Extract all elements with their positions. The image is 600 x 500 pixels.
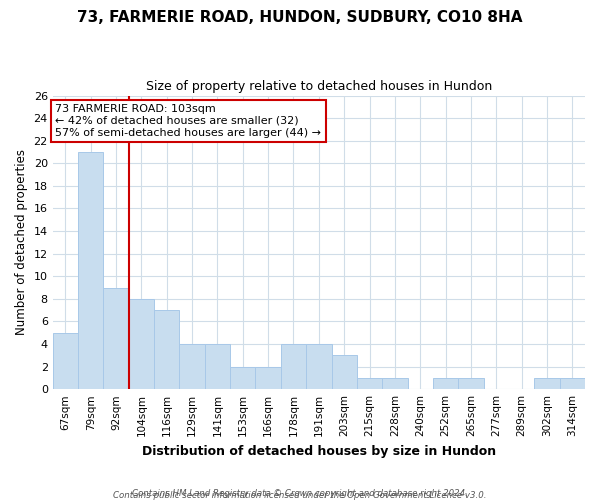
Text: 73, FARMERIE ROAD, HUNDON, SUDBURY, CO10 8HA: 73, FARMERIE ROAD, HUNDON, SUDBURY, CO10… — [77, 10, 523, 25]
Bar — [179, 344, 205, 389]
Bar — [53, 332, 78, 389]
Title: Size of property relative to detached houses in Hundon: Size of property relative to detached ho… — [146, 80, 492, 93]
Bar — [357, 378, 382, 389]
Bar — [433, 378, 458, 389]
Bar — [382, 378, 407, 389]
Bar — [332, 356, 357, 389]
Bar — [78, 152, 103, 389]
Bar — [256, 366, 281, 389]
Bar — [230, 366, 256, 389]
X-axis label: Distribution of detached houses by size in Hundon: Distribution of detached houses by size … — [142, 444, 496, 458]
Bar — [103, 288, 129, 389]
Y-axis label: Number of detached properties: Number of detached properties — [15, 150, 28, 336]
Bar — [458, 378, 484, 389]
Bar — [560, 378, 585, 389]
Text: 73 FARMERIE ROAD: 103sqm
← 42% of detached houses are smaller (32)
57% of semi-d: 73 FARMERIE ROAD: 103sqm ← 42% of detach… — [55, 104, 322, 138]
Text: Contains public sector information licensed under the Open Government Licence v3: Contains public sector information licen… — [113, 491, 487, 500]
Bar — [205, 344, 230, 389]
Bar — [129, 299, 154, 389]
Bar — [306, 344, 332, 389]
Bar — [535, 378, 560, 389]
Text: Contains HM Land Registry data © Crown copyright and database right 2024.: Contains HM Land Registry data © Crown c… — [132, 488, 468, 498]
Bar — [154, 310, 179, 389]
Bar — [281, 344, 306, 389]
